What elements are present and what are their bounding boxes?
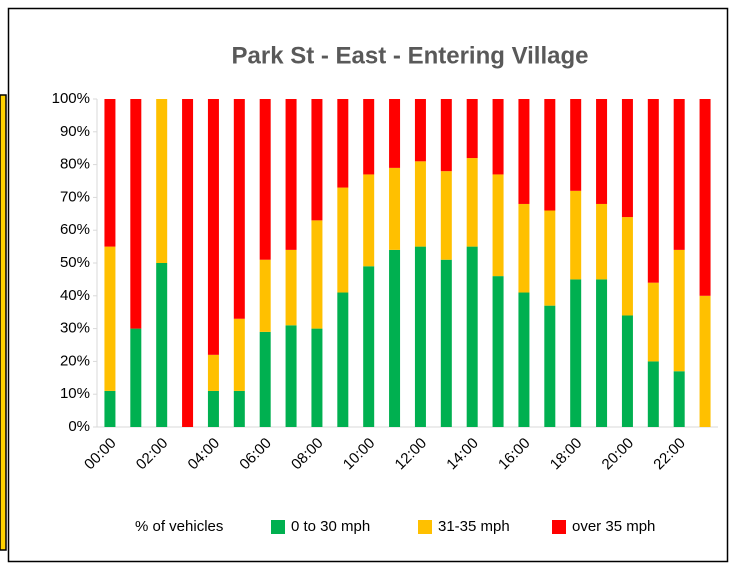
bar-segment bbox=[621, 315, 633, 427]
bar-segment bbox=[492, 276, 504, 427]
bar-segment bbox=[621, 99, 633, 218]
bar-segment bbox=[699, 99, 711, 296]
y-tick-label: 40% bbox=[60, 287, 90, 304]
bar-segment bbox=[570, 99, 582, 191]
bar-segment bbox=[673, 249, 685, 372]
bar-segment bbox=[104, 246, 116, 391]
chart-title: Park St - East - Entering Village bbox=[232, 42, 589, 69]
legend-swatch bbox=[552, 520, 566, 534]
y-tick-label: 10% bbox=[60, 385, 90, 402]
bar-segment bbox=[311, 328, 323, 427]
y-tick-label: 50% bbox=[60, 254, 90, 271]
y-tick-label: 100% bbox=[52, 90, 90, 107]
legend-label: over 35 mph bbox=[572, 518, 655, 535]
bar-segment bbox=[440, 259, 452, 427]
bar-segment bbox=[104, 390, 116, 427]
bar-segment bbox=[389, 167, 401, 250]
y-tick-label: 20% bbox=[60, 352, 90, 369]
bar-segment bbox=[207, 354, 219, 391]
bar-segment bbox=[518, 99, 530, 204]
bar-segment bbox=[207, 99, 219, 355]
bar-segment bbox=[259, 331, 271, 427]
bar-segment bbox=[233, 99, 245, 319]
edge-strip bbox=[0, 94, 7, 551]
bar-segment bbox=[389, 99, 401, 168]
bar-segment bbox=[647, 282, 659, 362]
bar-segment bbox=[311, 220, 323, 329]
bar-segment bbox=[156, 263, 168, 427]
y-tick-label: 80% bbox=[60, 156, 90, 173]
bar-segment bbox=[207, 390, 219, 427]
bar-segment bbox=[337, 99, 349, 188]
bar-segment bbox=[570, 190, 582, 280]
bar-segment bbox=[466, 158, 478, 247]
bar-segment bbox=[492, 174, 504, 277]
bar-segment bbox=[337, 187, 349, 293]
bar-segment bbox=[285, 249, 297, 326]
bar-segment bbox=[492, 99, 504, 175]
bar-segment bbox=[414, 99, 426, 162]
bar-segment bbox=[233, 390, 245, 427]
y-tick-label: 90% bbox=[60, 123, 90, 140]
bar-segment bbox=[363, 99, 375, 175]
bar-segment bbox=[414, 246, 426, 427]
bar-segment bbox=[285, 325, 297, 427]
bar-segment bbox=[596, 203, 608, 280]
bar-segment bbox=[337, 292, 349, 427]
bar-segment bbox=[570, 279, 582, 427]
bar-segment bbox=[363, 266, 375, 427]
bar-segment bbox=[647, 99, 659, 283]
legend-title: % of vehicles bbox=[135, 518, 223, 535]
legend-label: 0 to 30 mph bbox=[291, 518, 370, 535]
bar-segment bbox=[544, 305, 556, 427]
bar-segment bbox=[182, 99, 194, 427]
bar-segment bbox=[544, 210, 556, 306]
bar-segment bbox=[414, 161, 426, 247]
bar-segment bbox=[233, 318, 245, 391]
bar-segment bbox=[130, 328, 142, 427]
bar-segment bbox=[440, 99, 452, 172]
legend-swatch bbox=[271, 520, 285, 534]
bar-segment bbox=[259, 99, 271, 260]
y-tick-label: 60% bbox=[60, 221, 90, 238]
bar-segment bbox=[518, 203, 530, 293]
bar-segment bbox=[699, 295, 711, 427]
bar-segment bbox=[466, 99, 478, 159]
bar-segment bbox=[544, 99, 556, 211]
bar-segment bbox=[596, 99, 608, 204]
bar-segment bbox=[156, 99, 168, 263]
bar-segment bbox=[363, 174, 375, 267]
bar-segment bbox=[621, 217, 633, 316]
bar-segment bbox=[673, 99, 685, 250]
y-tick-label: 70% bbox=[60, 188, 90, 205]
legend-swatch bbox=[418, 520, 432, 534]
y-tick-label: 0% bbox=[68, 418, 90, 435]
bar-segment bbox=[647, 361, 659, 427]
bar-segment bbox=[673, 371, 685, 427]
bar-segment bbox=[466, 246, 478, 427]
legend-label: 31-35 mph bbox=[438, 518, 510, 535]
bar-segment bbox=[130, 99, 142, 329]
bar-segment bbox=[285, 99, 297, 250]
bar-segment bbox=[104, 99, 116, 247]
bar-segment bbox=[440, 171, 452, 260]
y-tick-label: 30% bbox=[60, 320, 90, 337]
bar-segment bbox=[596, 279, 608, 427]
bar-segment bbox=[311, 99, 323, 221]
bar-segment bbox=[389, 249, 401, 427]
bar-segment bbox=[259, 259, 271, 332]
bar-segment bbox=[518, 292, 530, 427]
